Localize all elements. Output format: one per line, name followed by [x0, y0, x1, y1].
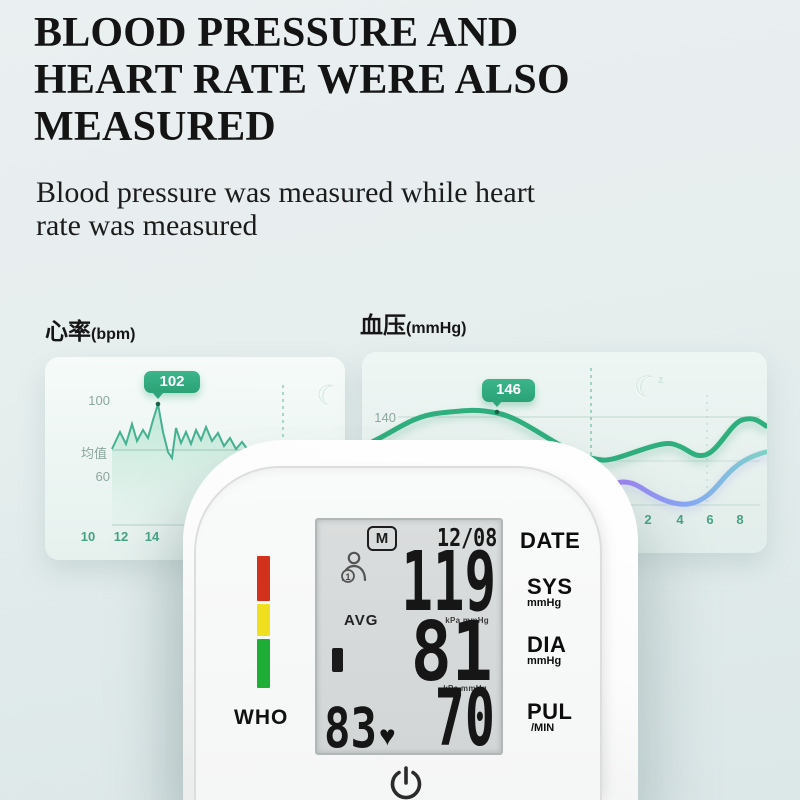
peak-dot: [155, 401, 161, 407]
x-tick-4: 4: [676, 512, 684, 527]
user-1-icon: 1: [341, 551, 367, 583]
subtitle: Blood pressure was measured while heart …: [36, 176, 736, 242]
unit-small-bottom: kPa mmHg: [443, 684, 487, 693]
x-tick-2: 2: [644, 512, 652, 527]
sys-reading: 119: [401, 535, 496, 630]
blood-pressure-badge-pointer: [491, 400, 503, 407]
heart-rate-peak-badge: 102: [144, 371, 200, 393]
secondary-line: [607, 449, 767, 507]
blood-pressure-title-unit: (mmHg): [406, 320, 467, 337]
battery-indicator: [332, 648, 343, 672]
x-tick-6: 6: [706, 512, 714, 527]
peak-dot: [494, 409, 500, 415]
pul-label: PUL /MIN: [527, 699, 573, 735]
heart-rate-badge-pointer: [152, 392, 164, 399]
memory-icon: M: [367, 526, 397, 551]
unit-small-top: kPa mmHg: [445, 616, 489, 625]
svg-text:1: 1: [345, 572, 350, 582]
heart-rate-title-zh: 心率: [45, 318, 91, 344]
dia-label: DIA mmHg: [527, 632, 567, 668]
y-tick-60: 60: [95, 469, 110, 484]
heart-rate-chart-title: 心率(bpm): [45, 312, 135, 346]
x-tick-14: 14: [144, 529, 160, 544]
power-button-icon: [390, 766, 422, 800]
systolic-line: [369, 407, 767, 463]
headline-line-1: BLOOD PRESSURE AND: [34, 10, 519, 56]
pul-reading: 70: [434, 674, 495, 764]
x-tick-12: 12: [113, 529, 129, 544]
who-indicator-yellow-bar: [257, 604, 270, 636]
heart-rate-title-unit: (bpm): [91, 326, 136, 343]
y-tick-average: 均值: [80, 446, 107, 461]
bp-monitor-device: WHO M 12/08 1 119 AVG kPa mmHg 81 kPa mm…: [183, 440, 638, 800]
who-label: WHO: [234, 706, 289, 729]
blood-pressure-peak-badge: 146: [482, 379, 535, 402]
memory-count: 83: [324, 696, 377, 760]
blood-pressure-title-zh: 血压: [360, 312, 406, 338]
page-title: BLOOD PRESSURE AND HEART RATE WERE ALSO …: [34, 10, 734, 151]
blood-pressure-chart-title: 血压(mmHg): [360, 306, 466, 340]
headline-line-2: HEART RATE WERE ALSO: [34, 57, 570, 103]
y-tick-100: 100: [88, 393, 110, 408]
lcd-display: M 12/08 1 119 AVG kPa mmHg 81 kPa mmHg 7…: [315, 518, 503, 764]
lcd-date-value: 12/08: [436, 523, 497, 552]
subtitle-line-1: Blood pressure was measured while heart: [36, 176, 536, 209]
x-tick-10: 10: [80, 529, 96, 544]
heart-rate-line: [111, 403, 249, 461]
avg-label: AVG: [344, 612, 379, 629]
x-tick-8: 8: [736, 512, 744, 527]
who-indicator-red-bar: [257, 556, 270, 601]
sys-label: SYS mmHg: [527, 574, 573, 610]
subtitle-line-2: rate was measured: [36, 209, 258, 242]
y-tick-140: 140: [374, 410, 396, 425]
date-label: DATE: [520, 528, 581, 553]
headline-line-3: MEASURED: [34, 104, 276, 150]
who-indicator-green-bar: [257, 639, 270, 688]
moon-z-mark: z: [658, 374, 664, 386]
heart-icon: ♥: [379, 720, 396, 751]
dia-reading: 81: [411, 605, 493, 700]
